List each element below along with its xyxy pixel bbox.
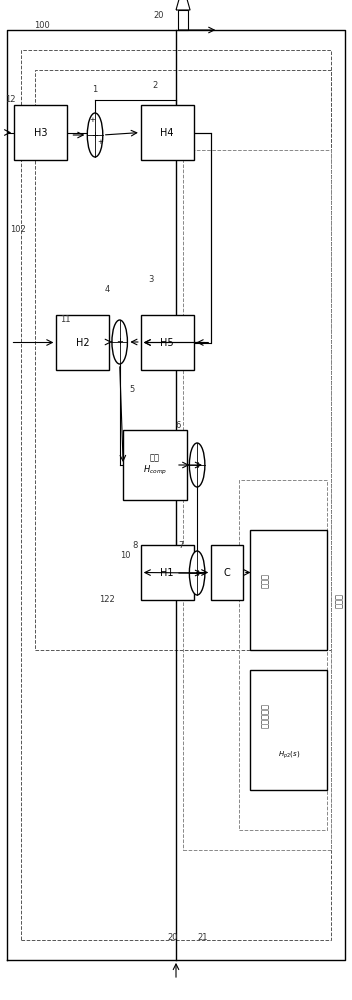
- Text: +: +: [92, 130, 99, 139]
- Bar: [211, 545, 243, 600]
- Text: H1: H1: [161, 567, 174, 577]
- Text: 功率级: 功率级: [335, 592, 344, 607]
- Text: +: +: [116, 338, 123, 347]
- Text: 4: 4: [105, 286, 110, 294]
- Bar: [178, 10, 188, 30]
- Bar: [250, 670, 327, 790]
- Text: 20: 20: [153, 10, 164, 19]
- Text: H3: H3: [34, 128, 47, 138]
- Bar: [56, 315, 109, 370]
- Text: 8: 8: [133, 540, 138, 550]
- Text: $H_{p2}(s)$: $H_{p2}(s)$: [277, 749, 300, 761]
- Circle shape: [87, 113, 103, 157]
- Text: 21: 21: [197, 934, 208, 942]
- Text: 20: 20: [167, 934, 178, 942]
- Text: 100: 100: [34, 20, 50, 29]
- Text: 10: 10: [120, 550, 130, 560]
- Text: C: C: [224, 567, 231, 577]
- Text: +: +: [194, 568, 201, 578]
- Bar: [141, 315, 194, 370]
- Circle shape: [189, 551, 205, 595]
- Bar: [21, 50, 331, 940]
- Text: 12: 12: [5, 96, 16, 104]
- Text: H2: H2: [76, 338, 89, 348]
- Text: +: +: [194, 460, 201, 470]
- Text: 5: 5: [130, 385, 134, 394]
- Bar: [14, 105, 67, 160]
- Text: +: +: [90, 117, 96, 123]
- Text: 2: 2: [152, 81, 157, 90]
- Circle shape: [112, 320, 127, 364]
- Circle shape: [189, 443, 205, 487]
- Bar: [141, 105, 194, 160]
- Text: 3: 3: [149, 275, 154, 284]
- Text: 11: 11: [60, 316, 70, 324]
- Text: 检出滤波器: 检出滤波器: [261, 702, 270, 728]
- Text: 122: 122: [100, 595, 115, 604]
- Text: H4: H4: [161, 128, 174, 138]
- Bar: [35, 70, 331, 650]
- Text: 6: 6: [175, 420, 181, 430]
- Text: 102: 102: [10, 226, 25, 234]
- Bar: [123, 430, 187, 500]
- Bar: [239, 480, 327, 830]
- Text: 比较级: 比较级: [261, 572, 270, 587]
- Text: H5: H5: [161, 338, 174, 348]
- Bar: [141, 545, 194, 600]
- Bar: [250, 530, 327, 650]
- Text: 1: 1: [93, 86, 98, 95]
- Text: +: +: [98, 139, 103, 145]
- Bar: [183, 150, 331, 850]
- Text: 7: 7: [178, 540, 184, 550]
- Text: 饱和
$H_{comp}$: 饱和 $H_{comp}$: [143, 453, 167, 477]
